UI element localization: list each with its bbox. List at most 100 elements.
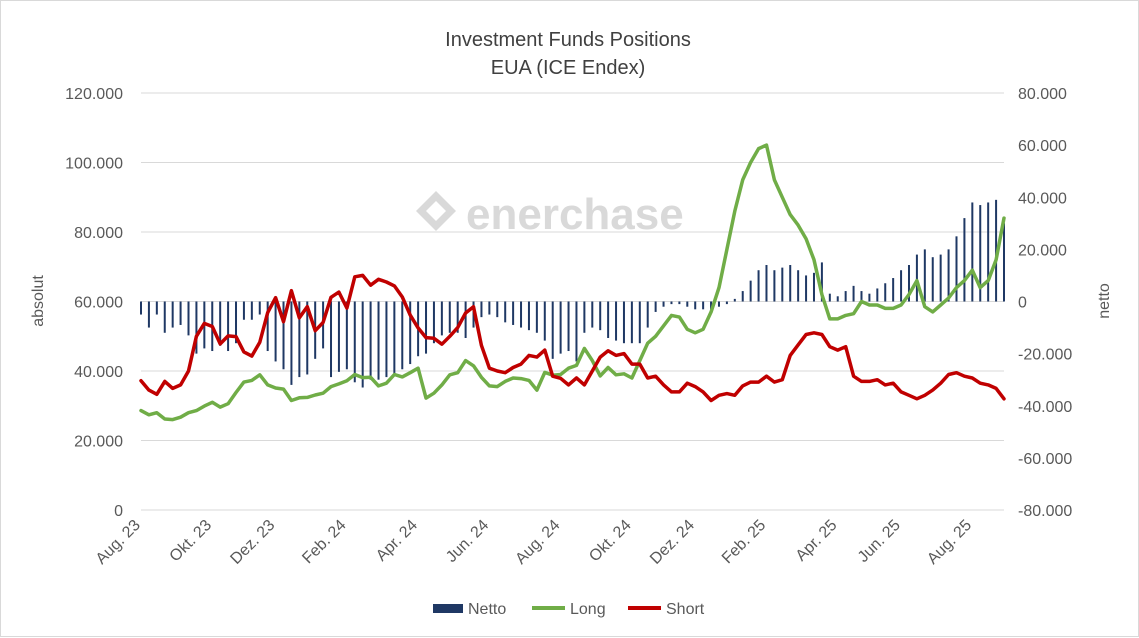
netto-bar — [298, 301, 301, 378]
netto-bar — [195, 301, 198, 354]
netto-bar — [717, 301, 720, 307]
netto-bar — [646, 301, 649, 328]
right-tick-label: 20.000 — [1018, 242, 1067, 259]
left-tick-label: 100.000 — [65, 156, 123, 173]
netto-bar — [836, 296, 839, 302]
x-tick-label: Aug. 23 — [93, 517, 144, 568]
netto-bar — [171, 301, 174, 328]
legend-short-label: Short — [666, 601, 705, 618]
netto-bar — [575, 301, 578, 362]
netto-bar — [947, 249, 950, 302]
netto-bar — [274, 301, 277, 362]
netto-bar — [219, 301, 222, 346]
netto-bar — [235, 301, 238, 344]
netto-bar — [361, 301, 364, 388]
netto-bar — [591, 301, 594, 328]
netto-bar — [852, 285, 855, 302]
netto-bar — [812, 272, 815, 302]
netto-bar — [179, 301, 182, 325]
netto-bar — [140, 301, 142, 315]
netto-bar — [987, 202, 990, 302]
legend: Netto Long Short — [433, 601, 705, 618]
left-tick-label: 0 — [114, 503, 123, 520]
netto-bar — [282, 301, 285, 370]
left-tick-label: 20.000 — [74, 434, 123, 451]
right-tick-label: -80.000 — [1018, 503, 1072, 520]
netto-bar — [227, 301, 230, 352]
netto-bar — [955, 236, 958, 302]
netto-bar — [773, 270, 776, 302]
netto-bar — [662, 301, 665, 307]
left-axis-ticks: 0 20.000 40.000 60.000 80.000 100.000 120.000 — [65, 86, 123, 520]
x-axis-ticks: Aug. 23 Okt. 23 Dez. 23 Feb. 24 Apr. 24 Jun. … — [93, 517, 975, 568]
netto-bar — [876, 288, 879, 302]
netto-bar — [369, 301, 372, 380]
x-tick-label: Dez. 23 — [227, 517, 278, 568]
x-tick-label: Aug. 24 — [512, 517, 563, 568]
netto-bar — [828, 293, 831, 302]
netto-bar — [401, 301, 404, 370]
netto-bar — [496, 301, 499, 318]
netto-bar — [266, 301, 269, 352]
netto-bar — [638, 301, 641, 344]
right-tick-label: 0 — [1018, 295, 1027, 312]
right-tick-label: 40.000 — [1018, 190, 1067, 207]
legend-netto-swatch — [433, 604, 463, 613]
left-tick-label: 80.000 — [74, 225, 123, 242]
netto-bar — [456, 301, 459, 333]
netto-bar — [820, 262, 823, 302]
netto-bar — [345, 301, 348, 370]
netto-bar — [963, 218, 966, 302]
chart-title: Investment Funds Positions — [445, 29, 691, 51]
netto-bar — [504, 301, 507, 323]
netto-bar — [480, 301, 483, 318]
netto-bar — [147, 301, 150, 328]
netto-bar — [797, 270, 800, 302]
netto-bar — [670, 301, 673, 305]
netto-bar — [607, 301, 610, 338]
netto-bar — [330, 301, 333, 378]
netto-bar — [425, 301, 428, 354]
netto-bar — [733, 298, 736, 302]
netto-bar — [923, 249, 926, 302]
series-lines — [139, 143, 1006, 422]
x-tick-label: Dez. 24 — [647, 517, 698, 568]
x-tick-label: Jun. 25 — [855, 517, 904, 566]
netto-bar — [686, 301, 689, 307]
netto-bars — [140, 199, 1005, 388]
gridlines — [141, 92, 1004, 511]
left-axis-title: absolut — [30, 275, 47, 327]
netto-bar — [907, 265, 910, 302]
left-tick-label: 120.000 — [65, 86, 123, 103]
left-tick-label: 40.000 — [74, 364, 123, 381]
netto-bar — [306, 301, 309, 375]
netto-bar — [242, 301, 245, 320]
x-tick-label: Okt. 23 — [167, 517, 216, 566]
netto-bar — [900, 270, 903, 302]
short-series-line — [139, 273, 1006, 403]
netto-bar — [805, 275, 808, 302]
netto-bar — [915, 254, 918, 302]
x-tick-label: Okt. 24 — [586, 517, 635, 566]
netto-bar — [971, 202, 974, 302]
netto-bar — [322, 301, 325, 349]
x-tick-label: Jun. 24 — [443, 517, 492, 566]
netto-bar — [702, 301, 705, 310]
netto-bar — [448, 301, 451, 333]
netto-bar — [1003, 223, 1005, 302]
netto-bar — [543, 301, 546, 341]
watermark-text: enerchase — [466, 190, 684, 239]
x-tick-label: Aug. 25 — [924, 517, 975, 568]
netto-bar — [931, 257, 934, 302]
right-tick-label: -20.000 — [1018, 347, 1072, 364]
netto-bar — [409, 301, 412, 365]
netto-bar — [939, 254, 942, 302]
right-tick-label: 80.000 — [1018, 86, 1067, 103]
x-tick-label: Feb. 25 — [719, 517, 769, 567]
netto-bar — [868, 293, 871, 302]
netto-bar — [654, 301, 657, 312]
netto-bar — [527, 301, 530, 331]
netto-bar — [678, 301, 681, 305]
netto-bar — [884, 283, 887, 302]
